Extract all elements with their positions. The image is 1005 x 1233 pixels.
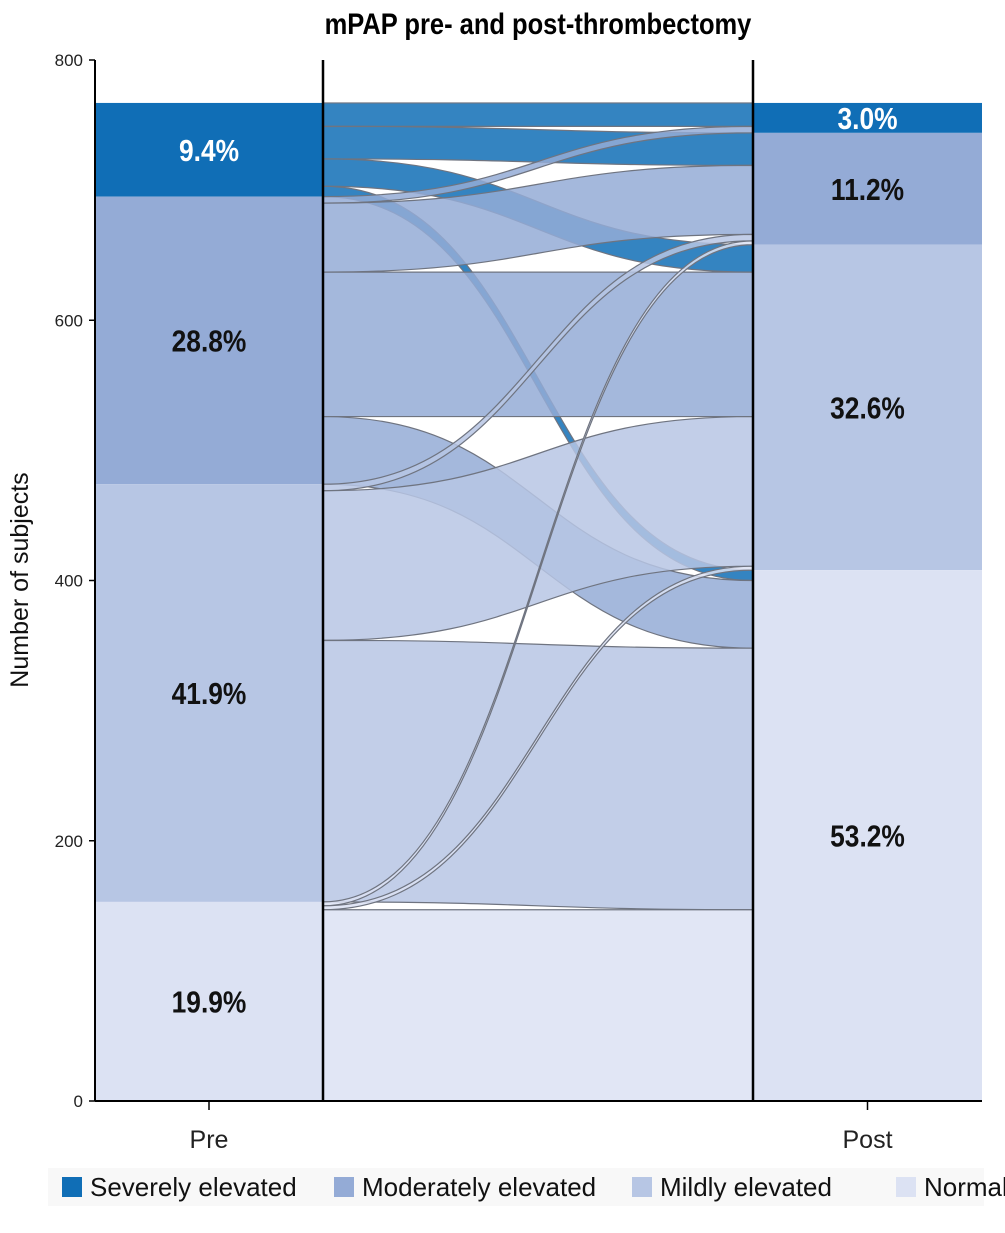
post-label-normal: 53.2% (830, 820, 905, 854)
flow-moderately-elevated-to-mildly-elevated (322, 271, 754, 418)
flow-severely-elevated-to-severely-elevated (322, 102, 754, 127)
post-bar-severely-elevated (753, 102, 982, 133)
legend-label-severely-elevated: Severely elevated (90, 1172, 297, 1202)
chart-title: mPAP pre- and post-thrombectomy (325, 7, 752, 40)
legend-swatch-moderately-elevated (334, 1177, 354, 1197)
legend: Severely elevated Moderately elevated Mild… (62, 1172, 1005, 1202)
post-label-moderately-elevated: 11.2% (831, 173, 904, 207)
x-axis: Pre Post (190, 1101, 893, 1154)
pre-label-severely-elevated: 9.4% (179, 134, 239, 168)
y-tick-label: 600 (55, 311, 83, 330)
post-label-severely-elevated: 3.0% (837, 102, 897, 136)
post-bar-mildly-elevated (753, 244, 982, 571)
legend-swatch-normal (896, 1177, 916, 1197)
pre-bar-severely-elevated (95, 102, 323, 197)
y-tick-label: 400 (55, 572, 83, 591)
pre-label-normal: 19.9% (172, 986, 247, 1020)
y-tick-label: 800 (55, 51, 83, 70)
y-tick-label: 0 (74, 1092, 83, 1111)
y-axis-label: Number of subjects (6, 472, 34, 687)
post-bar-normal (753, 570, 982, 1101)
legend-label-moderately-elevated: Moderately elevated (362, 1172, 596, 1202)
x-tick-label-post: Post (842, 1126, 892, 1154)
pre-bar-mildly-elevated (95, 484, 323, 902)
legend-swatch-severely-elevated (62, 1177, 82, 1197)
legend-label-mildly-elevated: Mildly elevated (660, 1172, 832, 1202)
post-bar-moderately-elevated (753, 132, 982, 245)
x-tick-label-pre: Pre (190, 1126, 229, 1154)
legend-background (48, 1168, 984, 1206)
y-axis: 0 200 400 600 800 (55, 51, 982, 1111)
post-label-mildly-elevated: 32.6% (830, 391, 905, 425)
legend-label-normal: Normal (924, 1172, 1005, 1202)
pre-label-moderately-elevated: 28.8% (172, 324, 247, 358)
pre-label-mildly-elevated: 41.9% (172, 677, 247, 711)
flow-mildly-elevated-to-normal (322, 639, 754, 911)
pre-bar-moderately-elevated (95, 196, 323, 485)
legend-swatch-mildly-elevated (632, 1177, 652, 1197)
y-tick-label: 200 (55, 832, 83, 851)
flows-layer (322, 102, 754, 1102)
bars-layer: 9.4% 28.8% 41.9% 19.9% 3.0% 11.2% 32.6% 53.2% (95, 102, 982, 1101)
pre-bar-normal (95, 901, 323, 1101)
flow-normal-to-normal (322, 909, 754, 1102)
